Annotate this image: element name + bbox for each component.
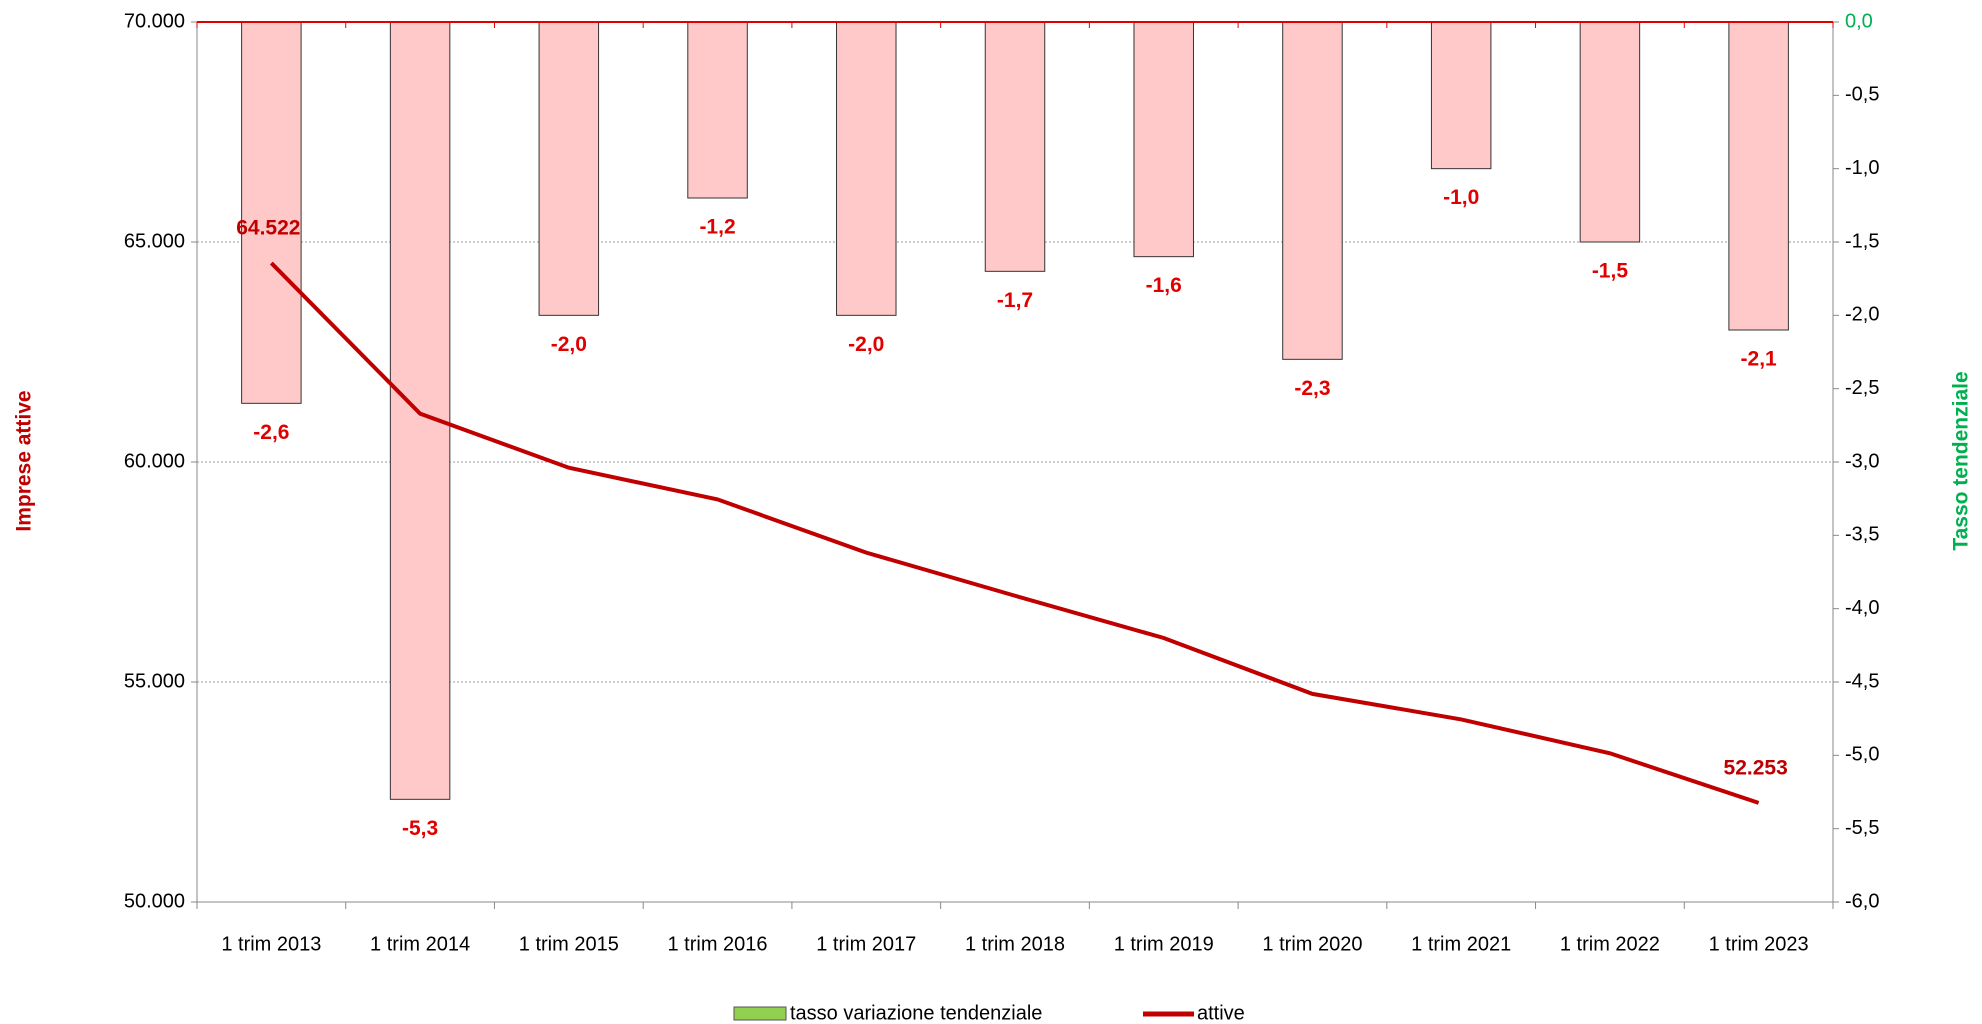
- x-tick-label: 1 trim 2017: [816, 933, 916, 955]
- x-tick-label: 1 trim 2014: [370, 933, 470, 955]
- line-label: 52.253: [1724, 756, 1788, 779]
- x-tick-label: 1 trim 2016: [668, 933, 768, 955]
- y2-tick-label: -1,5: [1845, 230, 1879, 252]
- x-tick-label: 1 trim 2022: [1560, 933, 1660, 955]
- bar: [241, 21, 302, 404]
- bar-label: -2,1: [1741, 348, 1778, 371]
- bar: [1133, 21, 1194, 258]
- x-tick-label: 1 trim 2013: [221, 933, 321, 955]
- bar-label: -2,0: [551, 333, 587, 356]
- y-tick-label: 65.000: [124, 230, 185, 252]
- bar-label: -2,6: [253, 421, 289, 444]
- y2-tick-label: -6,0: [1845, 890, 1879, 912]
- x-tick-label: 1 trim 2020: [1262, 933, 1362, 955]
- x-tick-label: 1 trim 2023: [1709, 933, 1809, 955]
- bar-label: -1,5: [1592, 260, 1629, 283]
- y2-tick-label: -2,0: [1845, 304, 1879, 326]
- y2-tick-label: -2,5: [1845, 377, 1879, 399]
- bar: [389, 21, 451, 800]
- y-tick-label: 70.000: [124, 10, 185, 32]
- bar: [538, 21, 600, 316]
- bar: [1728, 21, 1789, 331]
- line: [269, 261, 1760, 805]
- y2-tick-label: -4,5: [1845, 670, 1879, 692]
- bar-label: -2,3: [1294, 377, 1330, 400]
- y-tick-label: 50.000: [124, 890, 185, 912]
- y2-tick-label: -1,0: [1845, 157, 1879, 179]
- line-label: 64.522: [236, 217, 300, 240]
- y-axis-title: Imprese attive: [13, 390, 36, 531]
- bar: [984, 21, 1046, 272]
- bar-label: -5,3: [402, 817, 438, 840]
- legend-label: attive: [1197, 1002, 1245, 1024]
- y2-tick-label: -4,0: [1845, 597, 1879, 619]
- y2-axis-title: Tasso tendenziale: [1950, 371, 1973, 550]
- bar-label: -1,0: [1443, 186, 1479, 209]
- y2-tick-label: -0,5: [1845, 84, 1879, 106]
- y-tick-label: 60.000: [124, 450, 185, 472]
- y2-tick-label: -3,5: [1845, 524, 1879, 546]
- bar-label: -1,6: [1146, 274, 1182, 297]
- y-tick-label: 55.000: [124, 670, 185, 692]
- y2-tick-label: -3,0: [1845, 450, 1879, 472]
- x-tick-label: 1 trim 2021: [1411, 933, 1511, 955]
- bar: [1579, 21, 1641, 243]
- x-tick-label: 1 trim 2015: [519, 933, 619, 955]
- y2-tick-label: -5,0: [1845, 744, 1879, 766]
- bar: [1430, 21, 1492, 170]
- legend-label: tasso variazione tendenziale: [790, 1002, 1042, 1024]
- bar: [1282, 21, 1343, 360]
- bar: [836, 21, 897, 316]
- y2-tick-label: 0,0: [1845, 10, 1873, 32]
- bar-label: -1,2: [699, 216, 735, 239]
- x-tick-label: 1 trim 2018: [965, 933, 1065, 955]
- bar-label: -1,7: [997, 289, 1033, 312]
- x-tick-label: 1 trim 2019: [1114, 933, 1214, 955]
- legend-swatch: [733, 1006, 787, 1021]
- bar-label: -2,0: [848, 333, 884, 356]
- bar: [687, 21, 748, 199]
- y2-tick-label: -5,5: [1845, 817, 1879, 839]
